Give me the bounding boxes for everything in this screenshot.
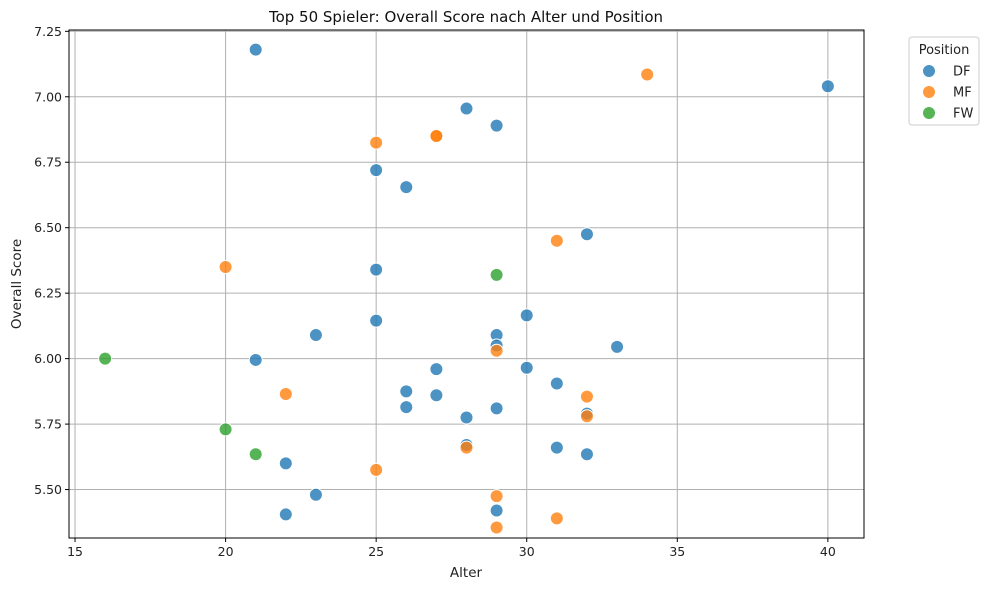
point-df — [308, 487, 323, 502]
point-df — [549, 376, 564, 391]
x-tick-label: 35 — [669, 544, 685, 559]
point-mf — [579, 409, 594, 424]
point-df — [278, 456, 293, 471]
point-mf — [429, 129, 444, 144]
y-tick-label: 6.25 — [34, 286, 62, 301]
point-mf — [489, 520, 504, 535]
point-df — [519, 360, 534, 375]
point-df — [579, 227, 594, 242]
point-mf — [549, 511, 564, 526]
point-df — [399, 180, 414, 195]
y-axis-ticks: 5.50 5.75 6.00 6.25 6.50 6.75 7.00 7.25 — [34, 24, 69, 497]
y-tick-label: 5.50 — [34, 482, 62, 497]
point-df — [549, 440, 564, 455]
legend-marker-mf — [922, 85, 936, 99]
x-tick-label: 15 — [67, 544, 83, 559]
point-fw — [218, 422, 233, 437]
y-axis-label: Overall Score — [9, 239, 25, 329]
point-df — [519, 308, 534, 323]
x-axis-ticks: 15 20 25 30 35 40 — [67, 538, 836, 559]
plot-area-frame — [68, 29, 865, 539]
legend-marker-df — [922, 64, 936, 78]
point-df — [429, 388, 444, 403]
point-df — [248, 352, 263, 367]
x-tick-label: 30 — [519, 544, 535, 559]
point-df — [459, 410, 474, 425]
x-axis-label: Alter — [450, 565, 483, 581]
x-tick-label: 20 — [218, 544, 234, 559]
point-mf — [369, 135, 384, 150]
x-tick-label: 25 — [368, 544, 384, 559]
point-df — [489, 118, 504, 133]
point-mf — [579, 389, 594, 404]
point-df — [369, 262, 384, 277]
point-df — [820, 79, 835, 94]
point-fw — [248, 447, 263, 462]
legend-label-mf: MF — [953, 86, 972, 101]
point-mf — [218, 259, 233, 274]
legend-marker-fw — [922, 106, 936, 120]
legend: Position DF MF FW — [908, 36, 980, 126]
data-points — [98, 42, 835, 535]
point-mf — [489, 489, 504, 504]
point-df — [399, 384, 414, 399]
y-tick-label: 7.00 — [34, 89, 62, 104]
point-df — [429, 362, 444, 377]
y-tick-label: 6.00 — [34, 351, 62, 366]
legend-label-df: DF — [953, 65, 971, 80]
point-mf — [489, 343, 504, 358]
x-tick-label: 40 — [820, 544, 836, 559]
point-mf — [369, 462, 384, 477]
chart-title: Top 50 Spieler: Overall Score nach Alter… — [268, 8, 663, 26]
point-mf — [459, 440, 474, 455]
point-fw — [489, 267, 504, 282]
legend-label-fw: FW — [953, 107, 973, 122]
point-df — [579, 447, 594, 462]
y-tick-label: 7.25 — [34, 24, 62, 39]
point-df — [369, 313, 384, 328]
point-df — [399, 400, 414, 415]
point-mf — [640, 67, 655, 82]
point-df — [248, 42, 263, 57]
point-fw — [98, 351, 113, 366]
point-df — [610, 339, 625, 354]
point-df — [308, 328, 323, 343]
point-mf — [549, 233, 564, 248]
y-tick-label: 5.75 — [34, 417, 62, 432]
point-df — [278, 507, 293, 522]
y-tick-label: 6.50 — [34, 220, 62, 235]
point-mf — [278, 386, 293, 401]
legend-title: Position — [919, 43, 970, 58]
point-df — [459, 101, 474, 116]
y-tick-label: 6.75 — [34, 155, 62, 170]
legend-box — [908, 36, 980, 126]
point-df — [369, 163, 384, 178]
point-df — [489, 503, 504, 518]
grid-lines — [69, 30, 864, 538]
point-df — [489, 401, 504, 416]
